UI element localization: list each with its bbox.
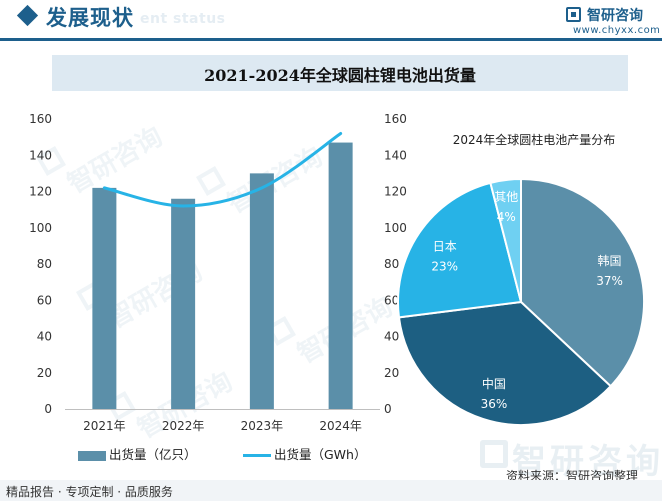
pie-slice-percent: 37% bbox=[596, 274, 623, 288]
legend-bar-label: 出货量（亿只） bbox=[109, 447, 197, 462]
bar-chart: 0 0 20 20 40 40 60 60 80 80 100 100 120 120 140 140 160 1… bbox=[29, 112, 407, 433]
legend-bar-swatch bbox=[78, 450, 106, 461]
page-header: ent status 发展现状 智研咨询 www.chyxx.com bbox=[0, 0, 662, 36]
footer-slogan: 精品报告 · 专项定制 · 品质服务 bbox=[6, 485, 173, 499]
y-right-tick-label: 120 bbox=[384, 185, 407, 199]
y-left-tick-label: 160 bbox=[29, 112, 52, 126]
y-right-tick-label: 140 bbox=[384, 148, 407, 162]
y-left-tick-label: 120 bbox=[29, 185, 52, 199]
logo-icon bbox=[566, 7, 581, 22]
pie-slice bbox=[397, 181, 523, 319]
y-left-tick-label: 60 bbox=[37, 293, 52, 307]
y-left-tick-label: 0 bbox=[44, 402, 52, 416]
y-left-tick-label: 100 bbox=[29, 221, 52, 235]
bar bbox=[171, 198, 196, 409]
legend-item-bar: 出货量（亿只） bbox=[78, 444, 197, 463]
pie-slice bbox=[520, 177, 645, 388]
pie-slice bbox=[489, 177, 522, 303]
x-tick-label: 2024年 bbox=[319, 419, 362, 433]
logo-name: 智研咨询 bbox=[587, 8, 643, 24]
section-title: 发展现状 bbox=[46, 6, 134, 30]
legend-line-swatch bbox=[243, 454, 271, 457]
bar bbox=[92, 187, 117, 409]
pie-slice-percent: 23% bbox=[431, 259, 458, 273]
y-left-tick-label: 20 bbox=[37, 366, 52, 380]
chart-title: 2021-2024年全球圆柱锂电池出货量 bbox=[204, 66, 476, 85]
x-tick-label: 2022年 bbox=[162, 419, 205, 433]
footer-bar bbox=[0, 480, 662, 501]
y-right-tick-label: 40 bbox=[384, 330, 399, 344]
logo-url: www.chyxx.com bbox=[573, 25, 661, 36]
line-series bbox=[102, 132, 343, 208]
source-note: 资料来源：智研咨询整理 bbox=[506, 469, 639, 483]
y-right-tick-label: 20 bbox=[384, 366, 399, 380]
y-right-tick-label: 160 bbox=[384, 112, 407, 126]
x-tick-label: 2021年 bbox=[83, 419, 126, 433]
pie-slice-percent: 4% bbox=[497, 210, 516, 224]
y-left-tick-label: 40 bbox=[37, 330, 52, 344]
y-left-tick-label: 80 bbox=[37, 257, 52, 271]
legend-line-label: 出货量（GWh） bbox=[274, 447, 367, 462]
y-right-tick-label: 0 bbox=[384, 402, 392, 416]
pie-slice bbox=[397, 300, 613, 426]
title-banner: 2021-2024年全球圆柱锂电池出货量 bbox=[52, 55, 628, 91]
pie-slice-label: 其他 bbox=[494, 190, 518, 204]
y-right-tick-label: 80 bbox=[384, 257, 399, 271]
bar bbox=[249, 173, 274, 409]
y-right-tick-label: 100 bbox=[384, 221, 407, 235]
pie-slice-label: 韩国 bbox=[598, 253, 622, 268]
x-tick-label: 2023年 bbox=[241, 419, 284, 433]
pie-slice-percent: 36% bbox=[481, 397, 508, 411]
footer-logo-icon bbox=[480, 440, 508, 468]
section-title-en: ent status bbox=[140, 11, 226, 27]
pie-slice-label: 日本 bbox=[433, 239, 457, 253]
pie-slice-label: 中国 bbox=[482, 376, 506, 391]
y-left-tick-label: 140 bbox=[29, 148, 52, 162]
header-divider bbox=[0, 38, 662, 41]
footer-logo-text: 智研咨询 bbox=[512, 442, 662, 482]
legend-item-line: 出货量（GWh） bbox=[243, 444, 366, 463]
bar bbox=[328, 142, 353, 409]
pie-title: 2024年全球圆柱电池产量分布 bbox=[453, 132, 616, 147]
y-right-tick-label: 60 bbox=[384, 293, 399, 307]
